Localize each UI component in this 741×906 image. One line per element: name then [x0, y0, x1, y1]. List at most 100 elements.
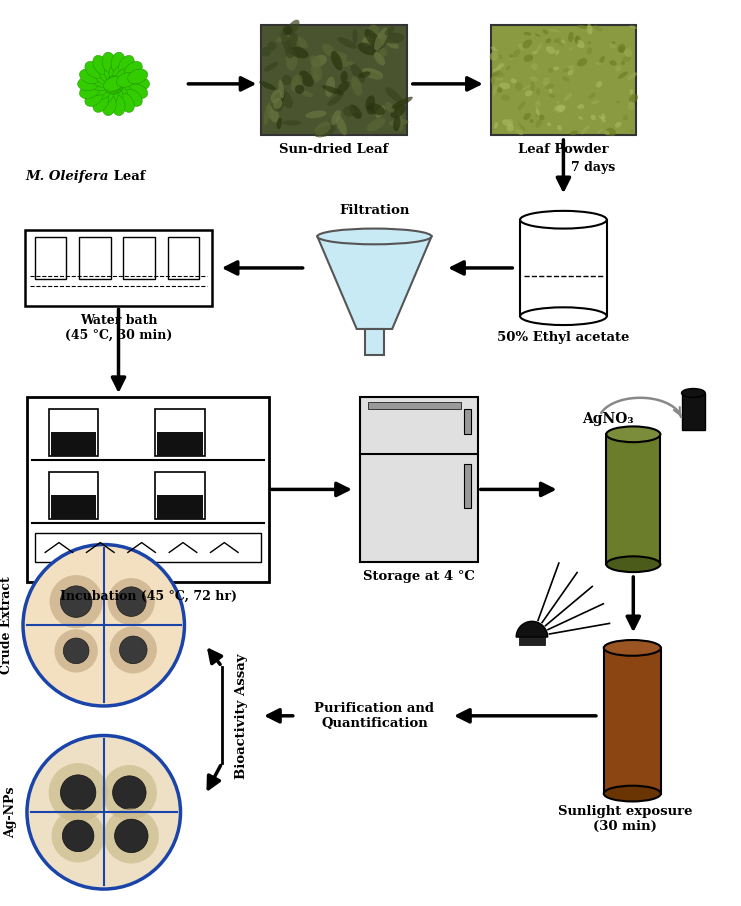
Ellipse shape — [365, 72, 382, 80]
Ellipse shape — [85, 62, 103, 79]
Text: Leaf Powder: Leaf Powder — [518, 143, 608, 156]
Ellipse shape — [520, 307, 607, 325]
Text: Storage at 4 °C: Storage at 4 °C — [363, 570, 475, 583]
Polygon shape — [317, 236, 431, 329]
Ellipse shape — [270, 90, 282, 103]
Ellipse shape — [535, 34, 540, 37]
Ellipse shape — [264, 102, 270, 125]
Ellipse shape — [259, 81, 276, 91]
Ellipse shape — [353, 29, 358, 44]
Text: Sun-dried Leaf: Sun-dried Leaf — [279, 143, 389, 156]
Ellipse shape — [368, 103, 385, 115]
Ellipse shape — [508, 53, 514, 60]
Ellipse shape — [554, 38, 562, 43]
Ellipse shape — [591, 114, 596, 120]
Ellipse shape — [310, 55, 321, 68]
Ellipse shape — [289, 46, 308, 59]
Circle shape — [64, 638, 89, 664]
Bar — [51, 496, 96, 519]
Ellipse shape — [492, 72, 498, 77]
Ellipse shape — [366, 32, 382, 41]
Ellipse shape — [374, 28, 388, 50]
Ellipse shape — [622, 56, 631, 62]
Ellipse shape — [104, 75, 123, 92]
Bar — [519, 637, 545, 645]
Ellipse shape — [311, 55, 327, 67]
Text: AgNO₃: AgNO₃ — [582, 411, 634, 426]
Ellipse shape — [340, 71, 348, 83]
Ellipse shape — [330, 51, 342, 71]
Ellipse shape — [336, 62, 354, 67]
Ellipse shape — [94, 68, 112, 85]
Ellipse shape — [491, 47, 497, 52]
Ellipse shape — [279, 90, 293, 108]
Bar — [604, 648, 661, 794]
Ellipse shape — [599, 55, 605, 64]
Ellipse shape — [116, 81, 136, 95]
Ellipse shape — [127, 84, 147, 99]
Ellipse shape — [493, 67, 501, 72]
Ellipse shape — [90, 72, 110, 87]
Ellipse shape — [618, 43, 625, 53]
Ellipse shape — [276, 118, 282, 130]
Ellipse shape — [535, 114, 539, 117]
Bar — [157, 432, 202, 456]
Ellipse shape — [619, 46, 625, 53]
Ellipse shape — [515, 129, 523, 135]
Bar — [368, 402, 461, 409]
Circle shape — [49, 763, 107, 822]
Ellipse shape — [102, 53, 116, 72]
Text: Sunlight exposure
(30 min): Sunlight exposure (30 min) — [558, 805, 693, 834]
Ellipse shape — [286, 50, 297, 71]
Bar — [25, 229, 212, 306]
Ellipse shape — [577, 58, 588, 66]
Bar — [124, 237, 155, 279]
Ellipse shape — [555, 104, 565, 111]
Ellipse shape — [282, 25, 293, 34]
Ellipse shape — [495, 69, 500, 73]
Ellipse shape — [512, 50, 520, 58]
Ellipse shape — [99, 64, 115, 83]
Ellipse shape — [317, 228, 431, 245]
Ellipse shape — [119, 55, 134, 74]
Ellipse shape — [546, 46, 556, 54]
Text: Bioactivity Assay: Bioactivity Assay — [235, 653, 248, 778]
Ellipse shape — [113, 84, 128, 103]
Ellipse shape — [79, 69, 99, 84]
Ellipse shape — [349, 104, 362, 119]
Ellipse shape — [596, 81, 602, 88]
Ellipse shape — [536, 108, 539, 116]
Ellipse shape — [545, 38, 551, 43]
Ellipse shape — [564, 92, 572, 101]
Ellipse shape — [506, 65, 511, 71]
Ellipse shape — [106, 74, 122, 93]
Ellipse shape — [522, 39, 532, 49]
Ellipse shape — [532, 51, 538, 54]
Ellipse shape — [604, 640, 661, 656]
Bar — [491, 24, 637, 135]
Ellipse shape — [382, 33, 405, 43]
Text: Ag-NPs: Ag-NPs — [4, 786, 17, 838]
Ellipse shape — [555, 39, 563, 46]
Circle shape — [52, 809, 104, 863]
Ellipse shape — [576, 40, 585, 48]
Ellipse shape — [393, 115, 400, 131]
Ellipse shape — [267, 106, 279, 122]
Ellipse shape — [311, 63, 322, 82]
Ellipse shape — [328, 94, 342, 106]
Ellipse shape — [396, 111, 403, 131]
Ellipse shape — [387, 42, 399, 49]
Bar — [606, 434, 660, 564]
Ellipse shape — [124, 90, 142, 106]
Ellipse shape — [379, 48, 388, 56]
Ellipse shape — [362, 36, 373, 46]
Ellipse shape — [325, 51, 348, 58]
Circle shape — [50, 575, 103, 628]
Ellipse shape — [493, 45, 495, 48]
Ellipse shape — [563, 68, 570, 72]
Ellipse shape — [385, 87, 402, 102]
Text: Filtration: Filtration — [339, 204, 410, 217]
Ellipse shape — [531, 82, 535, 92]
Ellipse shape — [587, 24, 593, 34]
Ellipse shape — [116, 72, 136, 87]
